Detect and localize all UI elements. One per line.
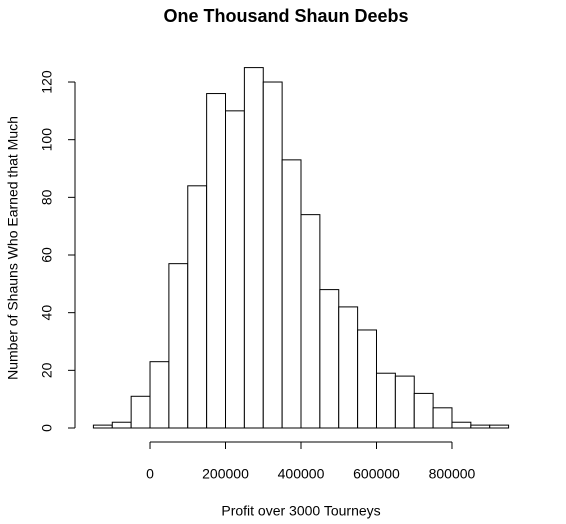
bar [281,159,302,429]
x-tick-label: 0 [146,466,154,482]
bar [92,424,113,429]
bar [206,93,227,429]
x-tick-label: 200000 [202,466,249,482]
y-tick-label: 80 [39,189,55,205]
bar [394,375,415,429]
y-tick-label: 40 [39,305,55,321]
bar [130,395,151,429]
chart-title: One Thousand Shaun Deebs [163,6,408,26]
x-tick-label: 600000 [353,466,400,482]
bar [489,424,510,429]
y-tick-label: 120 [39,70,55,94]
bar [451,421,472,429]
bar [357,329,377,429]
bar [168,263,189,429]
x-tick-label: 800000 [429,466,476,482]
bar [432,407,453,429]
y-tick-label: 0 [39,424,55,432]
bar [338,306,359,429]
bar [300,214,321,429]
y-axis-label: Number of Shauns Who Earned that Much [5,116,21,380]
x-tick-label: 400000 [278,466,325,482]
y-tick-label: 20 [39,362,55,378]
bar [225,110,245,429]
bar [262,81,283,429]
bar [243,67,264,429]
bar [149,361,170,429]
bar [375,372,396,429]
y-tick-label: 100 [39,128,55,152]
bar [413,392,434,429]
y-tick-label: 60 [39,247,55,263]
bar [111,421,132,429]
bar [187,185,208,429]
x-axis-label: Profit over 3000 Tourneys [221,503,380,519]
bar [470,424,491,429]
bar [319,289,340,429]
